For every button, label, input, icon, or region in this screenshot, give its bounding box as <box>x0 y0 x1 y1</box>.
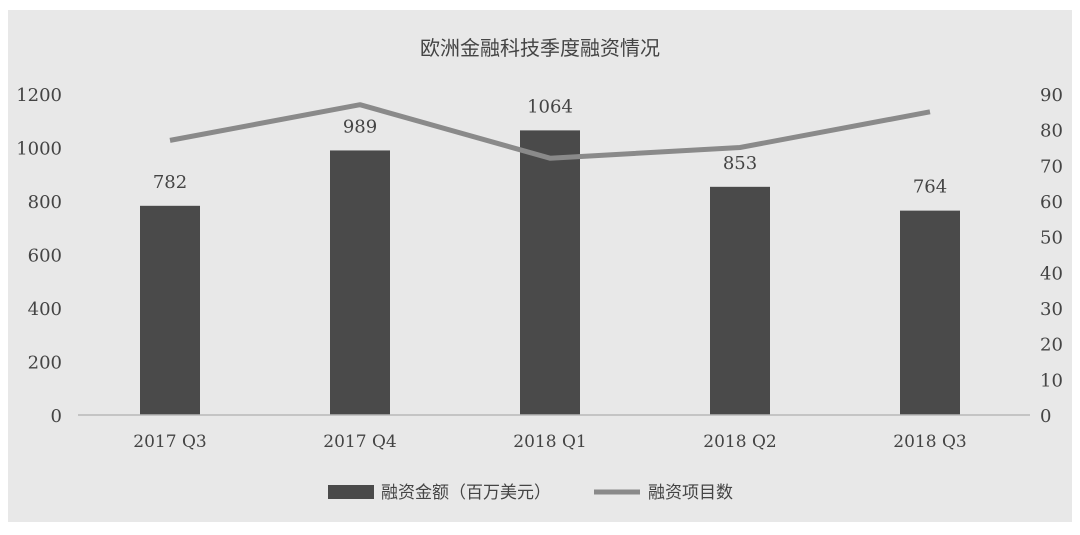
y-left-tick-label: 400 <box>28 299 62 320</box>
bar-2017-q4 <box>330 150 390 415</box>
chart-title: 欧洲金融科技季度融资情况 <box>420 36 660 60</box>
y-left-tick-label: 1000 <box>16 139 62 160</box>
y-right-tick-label: 70 <box>1040 156 1063 177</box>
y-right-tick-label: 60 <box>1040 192 1063 213</box>
x-tick-label: 2017 Q4 <box>323 432 396 452</box>
bar-2018-q2 <box>710 186 770 415</box>
y-right-tick-label: 50 <box>1040 228 1063 249</box>
x-tick-label: 2018 Q3 <box>893 432 966 452</box>
y-left-tick-label: 200 <box>28 353 62 374</box>
bar-data-label: 989 <box>343 116 377 137</box>
legend-bar-swatch <box>328 485 374 499</box>
bar-data-label: 764 <box>913 177 947 198</box>
bar-2018-q1 <box>520 130 580 415</box>
legend-line-label: 融资项目数 <box>648 483 733 503</box>
bar-2018-q3 <box>900 210 960 415</box>
x-tick-label: 2017 Q3 <box>133 432 206 452</box>
chart-marks: 0 200 400 600 800 1000 1200 0 10 20 30 40 50 60 70 80 90… <box>16 85 1063 452</box>
y-left-tick-label: 0 <box>51 406 62 427</box>
bar-data-label: 782 <box>153 172 187 193</box>
y-right-tick-label: 10 <box>1040 370 1063 391</box>
y-right-tick-label: 20 <box>1040 335 1063 356</box>
y-right-tick-label: 0 <box>1040 406 1051 427</box>
y-left-tick-label: 800 <box>28 192 62 213</box>
bar-data-label: 1064 <box>527 96 573 117</box>
bar-2017-q3 <box>140 205 200 415</box>
bar-data-label: 853 <box>723 153 757 174</box>
y-right-tick-label: 40 <box>1040 263 1063 284</box>
legend-bar-label: 融资金额（百万美元） <box>381 483 551 503</box>
y-right-tick-label: 30 <box>1040 299 1063 320</box>
x-tick-label: 2018 Q2 <box>703 432 776 452</box>
x-tick-label: 2018 Q1 <box>513 432 586 452</box>
line-series-project-count <box>169 102 931 161</box>
y-left-tick-label: 600 <box>28 246 62 267</box>
y-right-tick-label: 80 <box>1040 121 1063 142</box>
y-left-tick-label: 1200 <box>16 85 62 106</box>
y-right-tick-label: 90 <box>1040 85 1063 106</box>
